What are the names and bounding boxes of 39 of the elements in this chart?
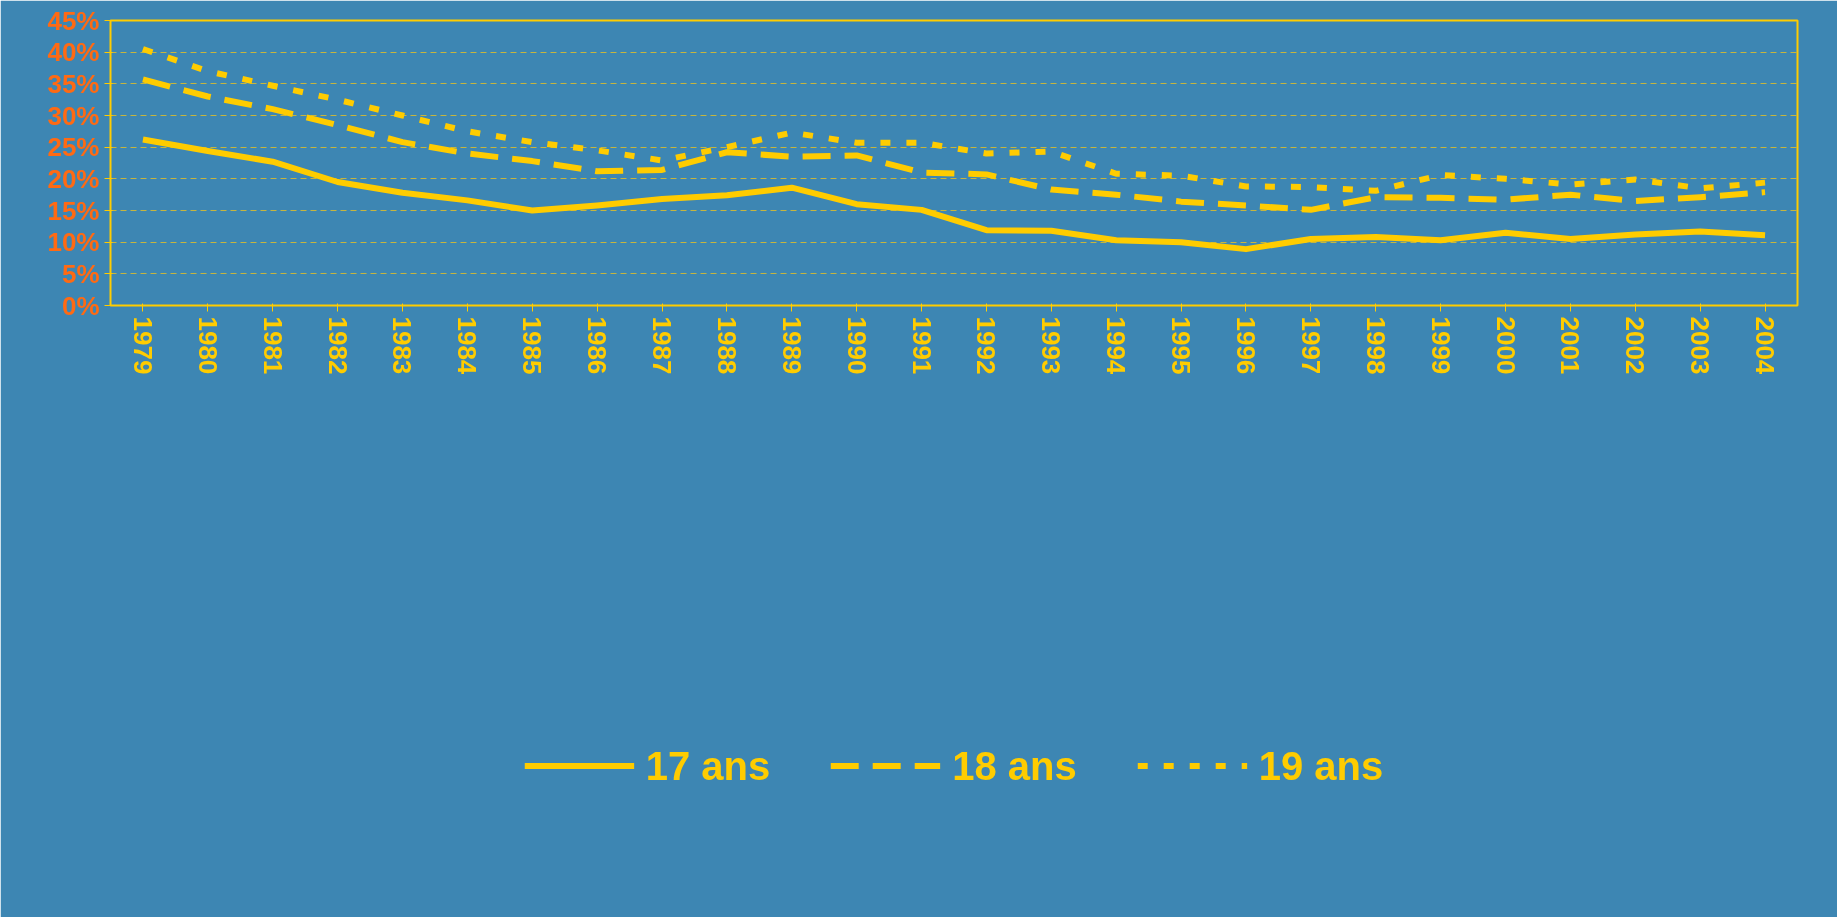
x-tick-label: 1995 xyxy=(1166,316,1197,375)
x-tick-label: 1991 xyxy=(906,316,937,375)
x-tick-label: 1990 xyxy=(841,316,872,375)
x-tick-label: 1984 xyxy=(452,316,483,375)
x-tick-label: 1993 xyxy=(1036,316,1067,375)
x-tick-label: 1987 xyxy=(647,316,678,375)
x-tick-label: 2004 xyxy=(1750,316,1781,375)
x-tick-label: 1998 xyxy=(1360,316,1391,375)
x-tick-label: 1982 xyxy=(322,316,353,375)
x-tick-label: 2002 xyxy=(1620,316,1651,375)
legend-label: 19 ans xyxy=(1258,743,1384,789)
x-tick-label: 1981 xyxy=(257,316,288,375)
y-tick-label: 35% xyxy=(47,68,100,99)
x-tick-label: 1983 xyxy=(387,316,418,375)
y-tick-label: 30% xyxy=(47,100,100,131)
x-tick-label: 2001 xyxy=(1555,316,1586,375)
x-tick-label: 1980 xyxy=(192,316,223,375)
y-tick-label: 25% xyxy=(47,132,100,163)
y-tick-label: 45% xyxy=(47,5,100,36)
x-tick-label: 1986 xyxy=(582,316,613,375)
y-tick-label: 5% xyxy=(61,258,100,289)
x-tick-label: 1996 xyxy=(1230,316,1261,375)
y-tick-label: 10% xyxy=(47,227,100,258)
x-tick-label: 2000 xyxy=(1490,316,1521,375)
x-tick-label: 1992 xyxy=(971,316,1002,375)
y-tick-label: 15% xyxy=(47,195,100,226)
y-tick-label: 0% xyxy=(61,290,100,321)
y-tick-label: 20% xyxy=(47,163,100,194)
x-tick-label: 1985 xyxy=(517,316,548,375)
x-tick-label: 1994 xyxy=(1101,316,1132,375)
x-tick-label: 1999 xyxy=(1425,316,1456,375)
x-tick-label: 1997 xyxy=(1295,316,1326,375)
x-tick-label: 1979 xyxy=(127,316,158,375)
x-tick-label: 1988 xyxy=(711,316,742,375)
x-tick-label: 1989 xyxy=(776,316,807,375)
legend-label: 18 ans xyxy=(952,743,1077,789)
y-tick-label: 40% xyxy=(47,37,100,68)
legend-label: 17 ans xyxy=(645,743,771,789)
x-tick-label: 2003 xyxy=(1685,316,1716,375)
